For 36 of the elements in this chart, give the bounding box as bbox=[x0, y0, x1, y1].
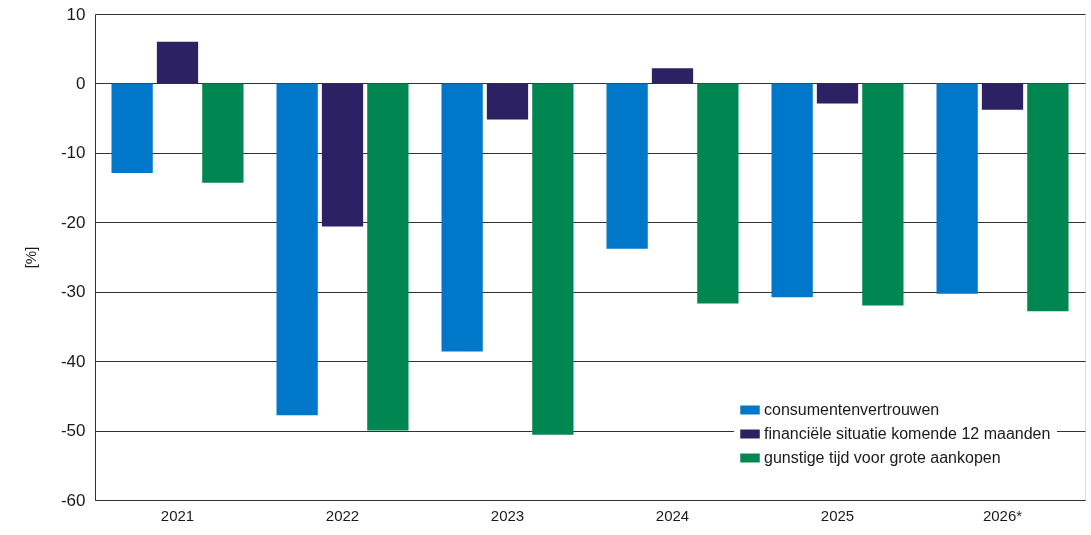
y-tick-label: -20 bbox=[60, 212, 86, 232]
x-tick-label: 2026* bbox=[982, 506, 1023, 524]
bar bbox=[111, 83, 153, 173]
y-tick-label: -50 bbox=[60, 421, 86, 441]
y-tick-label: 0 bbox=[76, 73, 86, 93]
bar bbox=[697, 83, 739, 304]
bar bbox=[606, 83, 648, 249]
x-tick-label: 2024 bbox=[655, 506, 690, 524]
x-tick-label: 2023 bbox=[490, 506, 525, 524]
y-tick-label: -40 bbox=[60, 351, 86, 371]
bar bbox=[936, 83, 978, 294]
y-tick-label: -60 bbox=[60, 490, 86, 510]
bar bbox=[486, 83, 529, 120]
bar bbox=[441, 83, 483, 352]
bar bbox=[1027, 83, 1069, 312]
x-tick-label: 2021 bbox=[160, 506, 195, 524]
bar bbox=[532, 83, 574, 435]
legend-label: financiële situatie komende 12 maanden bbox=[764, 425, 1051, 442]
y-tick-label: 10 bbox=[66, 4, 86, 24]
bar bbox=[367, 83, 409, 431]
bar bbox=[276, 83, 318, 416]
bar bbox=[981, 83, 1024, 110]
x-tick-label: 2022 bbox=[325, 506, 360, 524]
bar bbox=[771, 83, 813, 298]
bar bbox=[862, 83, 904, 306]
bar bbox=[321, 83, 364, 227]
y-axis-title: [%] bbox=[21, 246, 39, 269]
x-tick-label: 2025 bbox=[820, 506, 855, 524]
bar bbox=[156, 41, 199, 84]
legend-label: consumentenvertrouwen bbox=[764, 401, 940, 418]
bar bbox=[651, 68, 694, 84]
y-tick-label: -10 bbox=[60, 143, 86, 163]
bar bbox=[202, 83, 244, 183]
bar bbox=[816, 83, 859, 104]
y-tick-label: -30 bbox=[60, 282, 86, 302]
legend-label: gunstige tijd voor grote aankopen bbox=[764, 449, 1001, 466]
